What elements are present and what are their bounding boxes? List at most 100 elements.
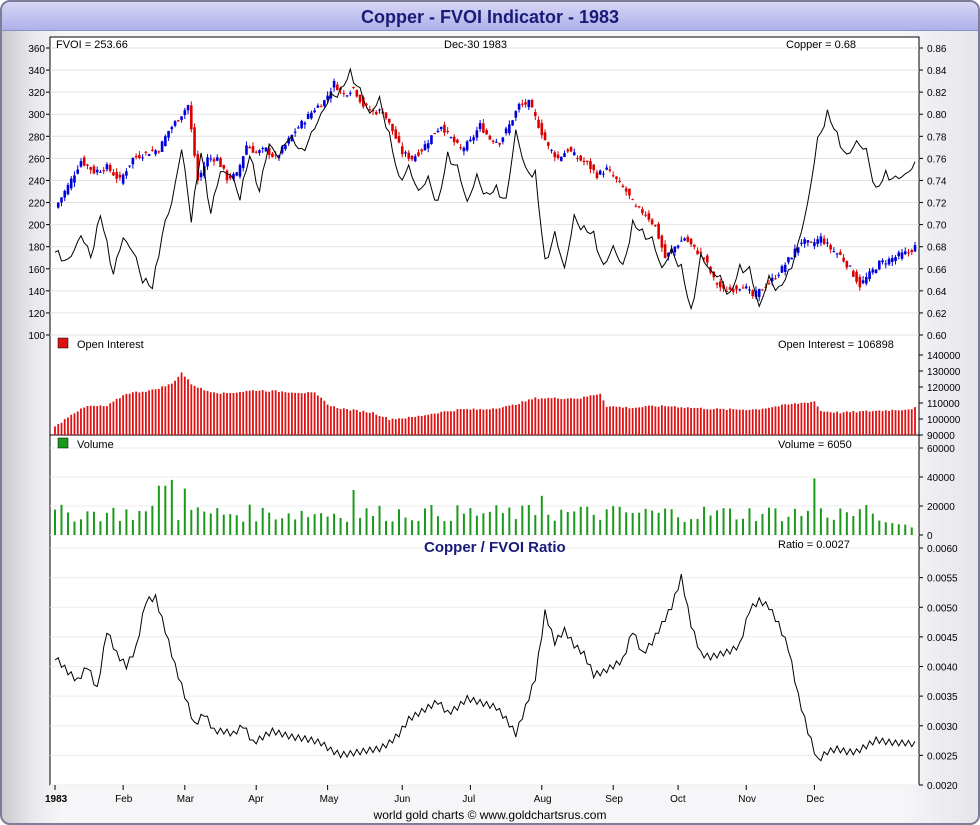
candle-body: [566, 149, 570, 152]
candle-body: [164, 136, 167, 147]
oi-bar: [894, 410, 897, 435]
volume-bar: [527, 505, 530, 535]
volume-bar: [865, 505, 868, 535]
fvoi-readout: FVOI = 253.66: [56, 39, 128, 51]
oi-bar: [511, 404, 514, 435]
oi-bar: [518, 404, 520, 435]
candle-body: [637, 206, 641, 208]
oi-bar: [625, 406, 628, 435]
oi-bar: [868, 411, 871, 435]
right-tick-label: 0.66: [927, 265, 947, 276]
oi-bar: [699, 407, 702, 435]
volume-bar: [449, 520, 452, 535]
right-tick-label: 0.72: [927, 199, 947, 210]
volume-bar: [475, 515, 478, 535]
oi-bar: [73, 413, 76, 435]
ratio-tick-label: 0.0055: [927, 574, 958, 585]
volume-bar: [365, 508, 368, 535]
candle-body: [706, 255, 709, 263]
candle-body: [417, 152, 420, 156]
oi-bar: [742, 409, 744, 435]
oi-bar: [316, 395, 319, 435]
oi-bar: [501, 407, 504, 435]
volume-bar: [508, 507, 511, 535]
candle-body: [319, 106, 323, 108]
oi-bar: [261, 390, 264, 435]
oi-bar: [498, 408, 501, 435]
oi-bar: [242, 391, 245, 435]
volume-bar: [514, 519, 517, 535]
oi-bar: [735, 409, 738, 435]
volume-bar: [170, 479, 173, 535]
candle-body: [407, 152, 411, 159]
candle-body: [410, 155, 414, 160]
candle-body: [809, 241, 813, 243]
candle-body: [790, 257, 793, 260]
month-label: Aug: [534, 794, 552, 805]
volume-bar: [144, 511, 147, 535]
candle-body: [267, 148, 271, 155]
candle-body: [725, 290, 729, 292]
oi-bar: [213, 392, 215, 435]
oi-bar: [651, 405, 654, 435]
right-tick-label: 0.80: [927, 110, 947, 121]
oi-bar: [355, 409, 358, 435]
volume-bar: [729, 508, 732, 535]
right-tick-label: 0.60: [927, 331, 947, 342]
left-tick-label: 240: [28, 176, 45, 187]
oi-bar: [67, 417, 69, 435]
oi-bar: [122, 395, 125, 435]
candle-body: [699, 251, 703, 254]
oi-bar: [385, 416, 387, 435]
volume-bar: [92, 511, 95, 535]
candle-body: [436, 130, 440, 133]
oi-bar: [531, 399, 533, 435]
candle-body: [112, 172, 115, 176]
oi-bar: [680, 407, 683, 435]
oi-bar: [514, 404, 517, 435]
oi-bar: [683, 407, 686, 435]
month-label: Feb: [115, 794, 133, 805]
volume-readout: Volume = 6050: [778, 439, 852, 451]
candle-body: [131, 157, 135, 165]
oi-bar: [128, 393, 131, 435]
oi-bar: [281, 391, 284, 435]
oi-bar: [787, 404, 790, 435]
candle-body: [186, 105, 190, 111]
oi-tick-label: 120000: [927, 383, 961, 394]
candle-body: [258, 150, 261, 153]
volume-bar: [469, 508, 472, 535]
oi-bar: [346, 409, 348, 435]
candle-body: [215, 157, 219, 161]
volume-bar: [722, 508, 725, 535]
candle-body: [897, 252, 901, 257]
volume-bar: [86, 511, 89, 535]
oi-bar: [226, 393, 228, 435]
candle-body: [511, 120, 514, 126]
candle-body: [151, 149, 154, 151]
oi-bar: [712, 409, 715, 435]
oi-bar: [612, 406, 615, 435]
candle-body: [780, 266, 784, 273]
volume-bar: [423, 508, 426, 535]
candle-body: [232, 173, 235, 180]
candle-body: [452, 136, 456, 143]
candle-body: [903, 251, 907, 255]
oi-bar: [177, 376, 180, 435]
volume-bar: [54, 509, 56, 535]
oi-bar: [193, 385, 196, 435]
right-tick-label: 0.68: [927, 243, 947, 254]
candle-body: [245, 145, 248, 155]
oi-bar: [761, 408, 764, 435]
candle-body: [514, 111, 518, 118]
volume-bar: [586, 506, 589, 535]
ratio-tick-label: 0.0045: [927, 633, 958, 644]
volume-bar: [664, 508, 667, 535]
candle-body: [777, 274, 780, 276]
volume-bar: [560, 509, 563, 535]
grid-lines: [50, 47, 919, 786]
candle-body: [397, 136, 401, 143]
candle-body: [274, 154, 277, 156]
candle-body: [76, 169, 80, 174]
candle-body: [894, 257, 897, 262]
